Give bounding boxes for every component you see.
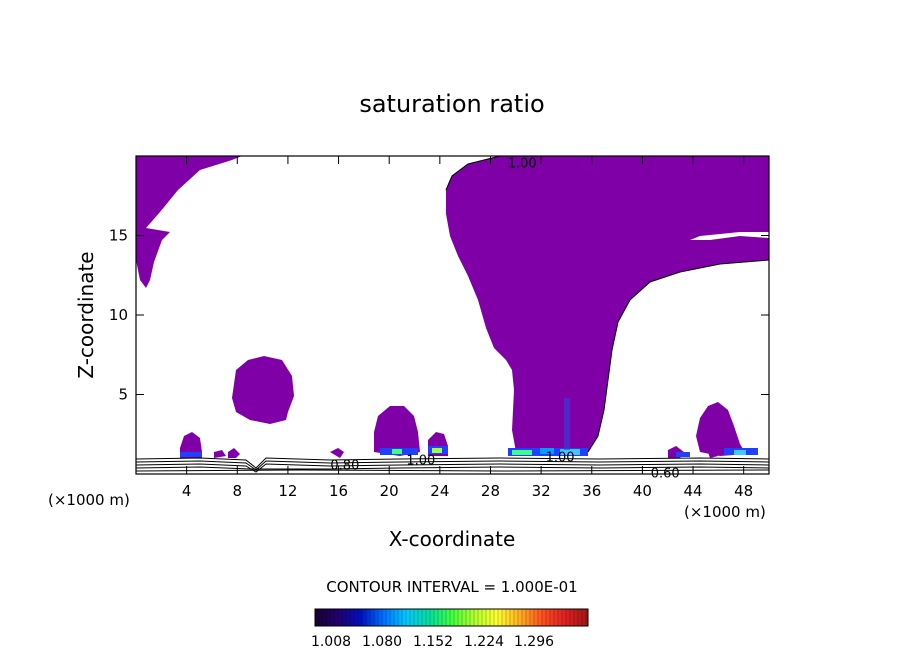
region-cloud-x20 — [374, 406, 420, 456]
region-small-blob-2 — [228, 448, 240, 458]
colorbar-hatching — [317, 609, 587, 626]
contour-label: 1.00 — [508, 156, 537, 171]
region-right-small-cloud — [696, 402, 746, 456]
y-axis-ticks: 5 10 15 — [109, 227, 769, 404]
region-left-mid-cloud — [232, 356, 294, 424]
supersaturation-spots — [180, 398, 758, 457]
x-tick-label: 32 — [532, 482, 551, 500]
colorbar-tick-label: 1.080 — [362, 634, 402, 650]
x-tick-label: 36 — [582, 482, 601, 500]
contour-label: 1.00 — [546, 451, 575, 466]
x-unit-right: (×1000 m) — [684, 503, 766, 521]
chart-title: saturation ratio — [359, 90, 544, 118]
y-tick-label: 5 — [118, 386, 128, 404]
region-small-blob-5 — [708, 450, 718, 458]
x-tick-label: 20 — [380, 482, 399, 500]
colorbar-tick-labels: 1.008 1.080 1.152 1.224 1.296 — [311, 634, 554, 650]
region-outlines — [445, 156, 769, 453]
region-small-blob-3 — [330, 448, 344, 458]
y-tick-label: 15 — [109, 227, 128, 245]
saturated-regions — [136, 156, 769, 473]
x-tick-label: 24 — [430, 482, 449, 500]
colorbar-tick-label: 1.008 — [311, 634, 351, 650]
region-small-blob-1 — [214, 450, 226, 458]
x-tick-label: 12 — [278, 482, 297, 500]
y-tick-label: 10 — [109, 306, 128, 324]
colorbar-tick-label: 1.152 — [413, 634, 453, 650]
colorbar-tick-label: 1.296 — [514, 634, 554, 650]
x-tick-label: 40 — [633, 482, 652, 500]
x-tick-label: 44 — [683, 482, 702, 500]
x-tick-label: 28 — [481, 482, 500, 500]
region-large-central-cloud — [446, 156, 769, 456]
x-axis-label: X-coordinate — [389, 527, 516, 551]
y-axis-label: Z-coordinate — [74, 251, 98, 378]
contour-labels: 1.00 0.80 1.00 1.00 0.60 — [330, 156, 679, 481]
region-cloud-x4 — [180, 432, 202, 458]
colorbar-tick-label: 1.224 — [464, 634, 504, 650]
x-tick-label: 8 — [233, 482, 243, 500]
x-axis-ticks: 4 8 12 16 20 24 28 32 36 40 44 48 — [182, 156, 753, 500]
contour-label: 1.00 — [406, 454, 435, 469]
x-tick-label: 16 — [329, 482, 348, 500]
x-unit-left: (×1000 m) — [48, 491, 130, 509]
surface-contour-lines — [136, 457, 769, 473]
x-tick-label: 48 — [734, 482, 753, 500]
colorbar — [314, 608, 589, 627]
contour-label: 0.60 — [651, 466, 680, 481]
contour-label: 0.80 — [330, 458, 359, 473]
region-top-left-cloud — [136, 156, 242, 288]
contour-interval-note: CONTOUR INTERVAL = 1.000E-01 — [326, 578, 577, 596]
x-tick-label: 4 — [182, 482, 192, 500]
